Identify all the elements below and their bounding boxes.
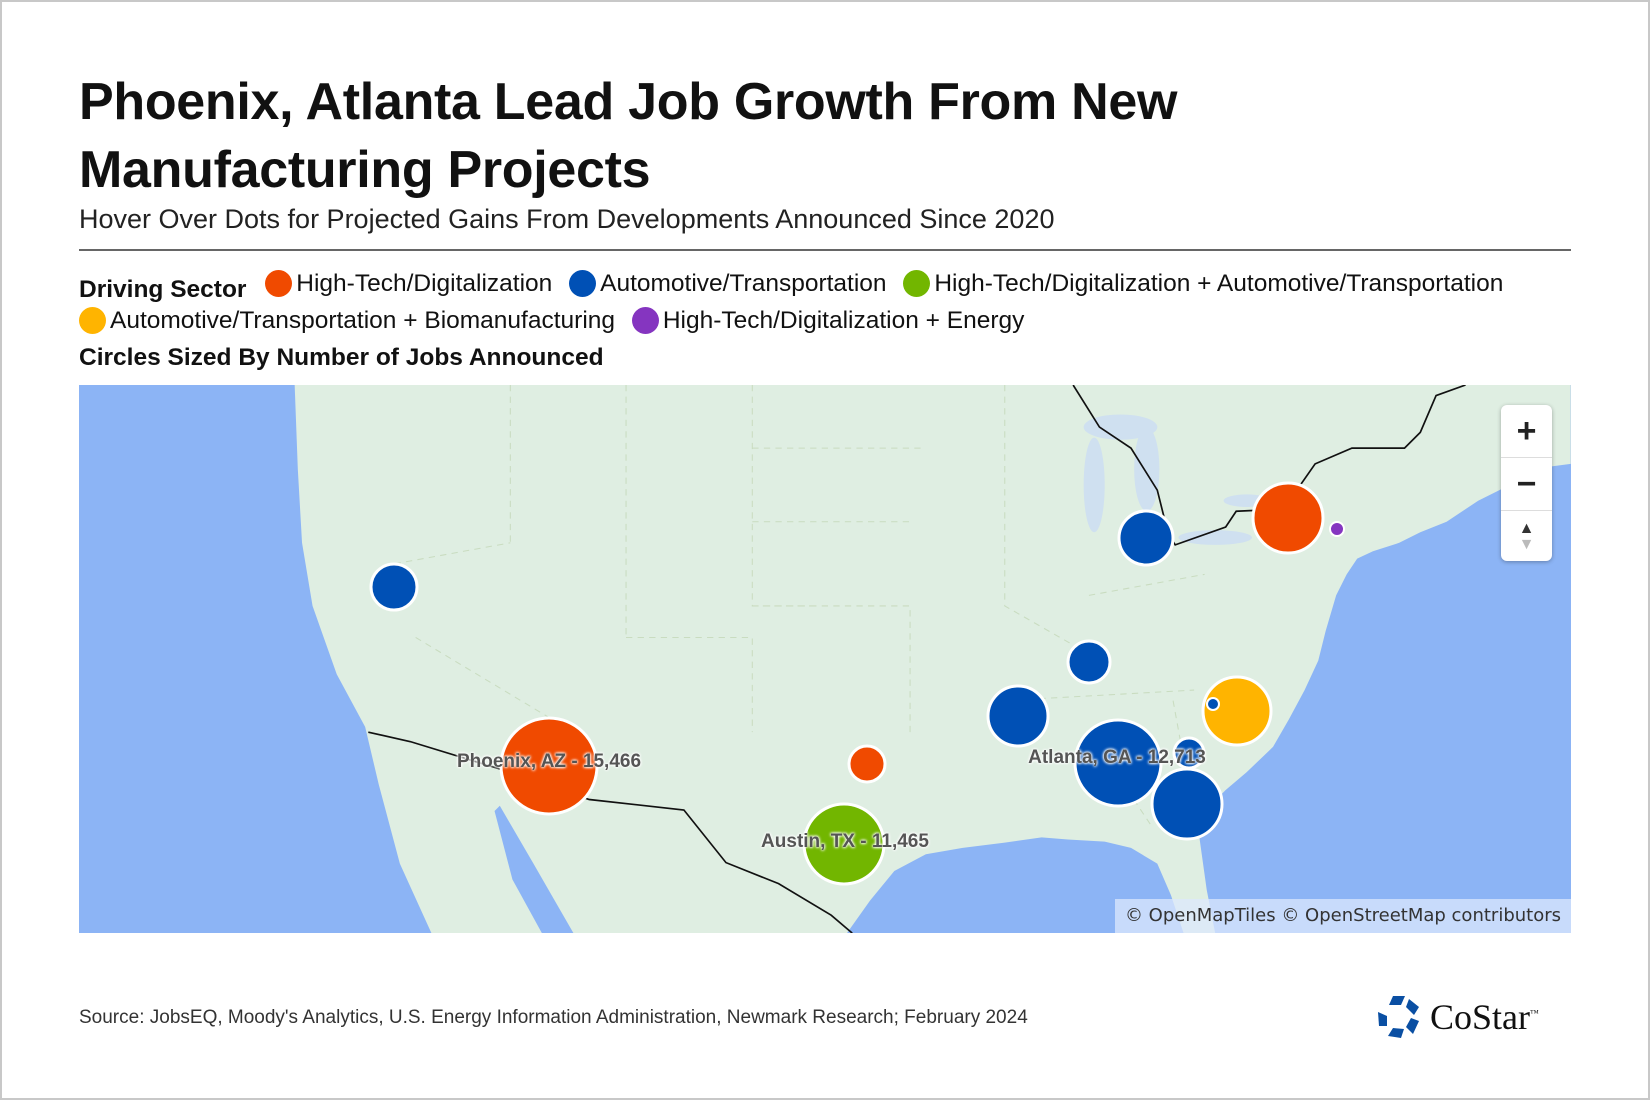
legend-item-automotive-bio: Automotive/Transportation + Biomanufactu…	[79, 305, 615, 336]
divider	[79, 249, 1571, 251]
legend: Driving Sector High-Tech/Digitalization …	[79, 268, 1599, 373]
marker-new-york[interactable]	[1251, 481, 1325, 555]
legend-item-hightech: High-Tech/Digitalization	[265, 268, 552, 299]
page-title: Phoenix, Atlanta Lead Job Growth From Ne…	[79, 73, 1178, 199]
subtitle: Hover Over Dots for Projected Gains From…	[79, 204, 1055, 234]
marker-phoenix[interactable]	[499, 716, 599, 816]
marker-south-carolina[interactable]	[1150, 767, 1224, 841]
legend-label: High-Tech/Digitalization	[296, 270, 553, 297]
legend-dot-icon	[569, 270, 597, 297]
costar-logo: CoStar™	[1376, 994, 1539, 1040]
markers	[369, 481, 1345, 886]
legend-label: High-Tech/Digitalization + Energy	[662, 307, 1025, 334]
basemap	[294, 385, 1571, 933]
legend-item-hightech-automotive: High-Tech/Digitalization + Automotive/Tr…	[903, 268, 1503, 299]
label-atlanta: Atlanta, GA - 12,713	[1028, 747, 1206, 768]
map-attribution[interactable]: © OpenMapTiles © OpenStreetMap contribut…	[1114, 899, 1571, 933]
zoom-out-button[interactable]: −	[1501, 458, 1552, 511]
marker-kentucky[interactable]	[1066, 639, 1112, 685]
state-borders	[394, 385, 1205, 828]
legend-dot-icon	[79, 307, 106, 334]
zoom-in-button[interactable]: +	[1501, 405, 1552, 458]
legend-label: Automotive/Transportation	[600, 270, 887, 297]
marker-austin[interactable]	[802, 802, 886, 886]
legend-dot-icon	[265, 270, 293, 297]
label-phoenix: Phoenix, AZ - 15,466	[456, 751, 642, 772]
source-note: Source: JobsEQ, Moody's Analytics, U.S. …	[79, 1007, 1028, 1028]
marker-atlanta[interactable]	[1073, 718, 1163, 808]
compass-down-icon: ▼	[1518, 536, 1535, 553]
marker-north-carolina-small[interactable]	[1206, 697, 1220, 711]
legend-item-hightech-energy: High-Tech/Digitalization + Energy	[631, 305, 1025, 336]
country-borders	[368, 385, 1466, 933]
legend-label: Automotive/Transportation + Biomanufactu…	[110, 307, 616, 334]
marker-oklahoma[interactable]	[847, 744, 887, 784]
legend-label: High-Tech/Digitalization + Automotive/Tr…	[934, 270, 1504, 297]
label-austin: Austin, TX - 11,465	[761, 831, 929, 852]
marker-tennessee-west[interactable]	[986, 684, 1050, 748]
land	[294, 385, 1571, 933]
map[interactable]: Phoenix, AZ - 15,466 Austin, TX - 11,465…	[79, 385, 1571, 933]
costar-star-icon	[1378, 996, 1419, 1038]
legend-dot-icon	[903, 270, 931, 297]
legend-dot-icon	[631, 307, 659, 334]
marker-new-york-energy[interactable]	[1329, 521, 1345, 537]
logo-tm: ™	[1530, 1008, 1539, 1018]
compass-up-icon: ▲	[1518, 520, 1535, 537]
marker-nevada[interactable]	[369, 562, 419, 612]
map-controls: + − ▲ ▼	[1501, 405, 1552, 561]
legend-heading: Driving Sector	[79, 276, 247, 303]
marker-north-carolina[interactable]	[1201, 675, 1273, 747]
logo-text: CoStar	[1430, 997, 1531, 1037]
legend-item-automotive: Automotive/Transportation	[569, 268, 887, 299]
legend-sizing-note: Circles Sized By Number of Jobs Announce…	[79, 344, 604, 371]
marker-michigan-ohio[interactable]	[1117, 509, 1175, 567]
compass-button[interactable]: ▲ ▼	[1501, 511, 1552, 563]
